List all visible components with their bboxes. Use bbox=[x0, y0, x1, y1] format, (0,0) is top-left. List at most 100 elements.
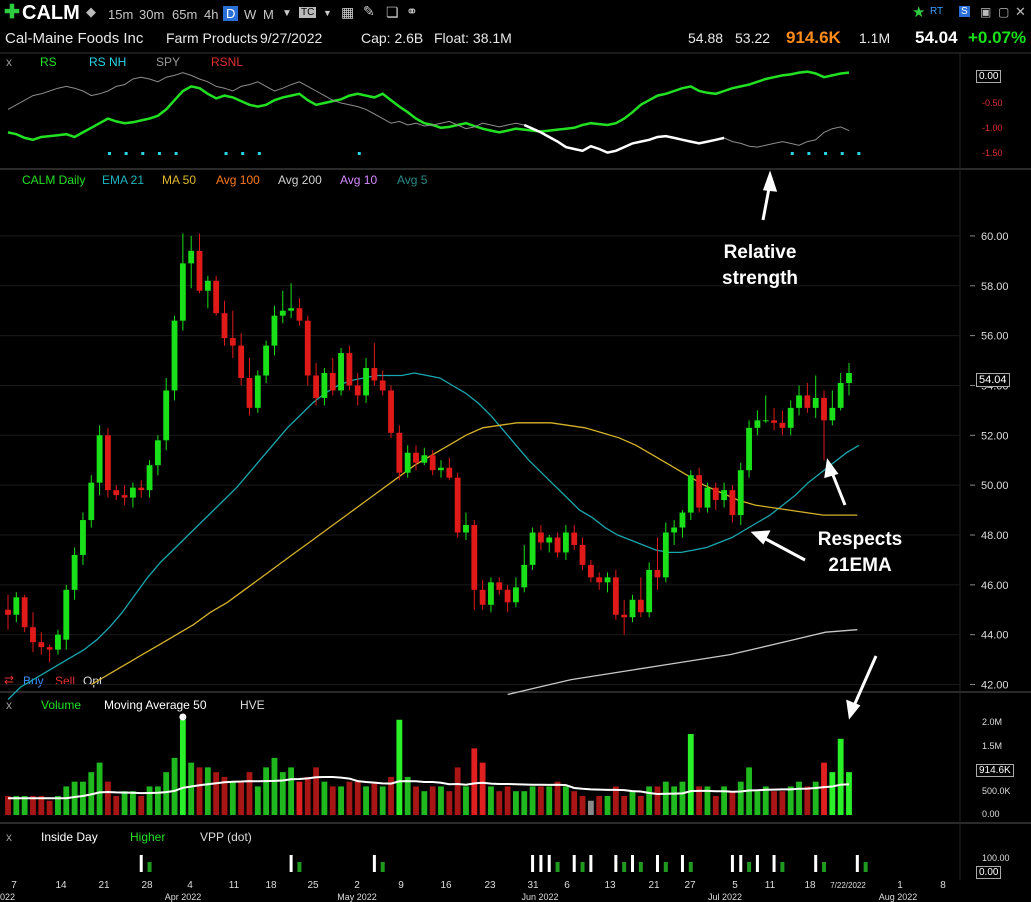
s-icon[interactable]: S bbox=[959, 6, 970, 17]
timeframe-m[interactable]: M bbox=[263, 7, 274, 22]
rs-legend-spy[interactable]: SPY bbox=[156, 55, 181, 69]
rs-legend-rsnl[interactable]: RSNL bbox=[211, 55, 244, 69]
chart-type-icon[interactable]: ◆ bbox=[86, 4, 96, 19]
rt-icon[interactable]: RT bbox=[930, 6, 944, 17]
inside-day-marker bbox=[631, 855, 635, 872]
volume-axis-label: 0.00 bbox=[982, 809, 1000, 819]
volume-bar bbox=[454, 767, 461, 815]
inside-day-marker bbox=[547, 855, 551, 872]
volume-bar bbox=[612, 786, 619, 815]
company-name: Cal-Maine Foods Inc bbox=[5, 30, 144, 47]
candle-body bbox=[696, 475, 703, 508]
rs-line bbox=[7, 70, 850, 142]
window-icon[interactable]: ▢ bbox=[998, 5, 1010, 19]
volume-bar bbox=[479, 762, 486, 815]
timeframe-65m[interactable]: 65m bbox=[172, 7, 198, 22]
volume-bar bbox=[587, 800, 594, 815]
candle-body bbox=[80, 520, 86, 555]
volume-bar bbox=[413, 786, 419, 815]
candle-body bbox=[796, 395, 802, 408]
volume-bar bbox=[654, 786, 661, 815]
candle-body bbox=[146, 465, 153, 491]
legend-volume-ma50[interactable]: Moving Average 50 bbox=[104, 698, 207, 712]
share-icon[interactable]: ⚭ bbox=[406, 3, 418, 19]
candle-body bbox=[396, 432, 403, 473]
inside-day-marker bbox=[539, 855, 543, 872]
legend-volume[interactable]: Volume bbox=[41, 698, 82, 712]
candle-body bbox=[746, 427, 752, 471]
candle-body bbox=[438, 467, 444, 471]
rs-legend-rsnh[interactable]: RS NH bbox=[89, 55, 127, 69]
float: Float: 38.1M bbox=[434, 30, 512, 46]
volume-axis-label: 500.0K bbox=[982, 786, 1011, 796]
bottom-close-button[interactable]: x bbox=[6, 830, 12, 844]
volume-bar bbox=[354, 781, 361, 815]
volume-bar bbox=[696, 786, 703, 815]
candle-body bbox=[737, 470, 744, 516]
higher-marker bbox=[822, 862, 827, 872]
volume-axis-label: 1.5M bbox=[982, 741, 1002, 751]
volume-bar bbox=[438, 786, 444, 815]
legend-calm-daily[interactable]: CALM Daily bbox=[22, 173, 86, 187]
star-icon[interactable]: ★ bbox=[912, 4, 926, 21]
candle-body bbox=[379, 380, 386, 391]
volume-bar bbox=[363, 786, 369, 815]
candle-body bbox=[579, 544, 586, 565]
timeframe-w[interactable]: W bbox=[244, 7, 257, 22]
volume-bar bbox=[304, 776, 311, 815]
volume-close-button[interactable]: x bbox=[6, 698, 12, 712]
layers-icon[interactable]: ❏ bbox=[386, 4, 399, 20]
calculator-icon[interactable]: ▦ bbox=[341, 4, 355, 20]
volume-bar bbox=[321, 781, 328, 815]
volume-bar bbox=[804, 786, 811, 815]
x-month-label: Jul 2022 bbox=[708, 892, 742, 902]
legend-higher[interactable]: Higher bbox=[130, 830, 166, 844]
respects-ema-annotation: Respects 21EMA bbox=[817, 529, 903, 576]
volume-bar bbox=[379, 786, 386, 815]
legend-ma50[interactable]: MA 50 bbox=[162, 173, 197, 187]
legend-hve[interactable]: HVE bbox=[240, 698, 265, 712]
x-month-label: Apr 2022 bbox=[165, 892, 202, 902]
trade-icon[interactable]: ⇄ bbox=[4, 673, 15, 687]
toolbar-arrow-icon[interactable]: ▼ bbox=[323, 8, 332, 18]
timeframe-30m[interactable]: 30m bbox=[139, 7, 165, 22]
legend-avg10[interactable]: Avg 10 bbox=[340, 173, 378, 187]
add-symbol-icon[interactable]: ✚ bbox=[4, 2, 20, 23]
volume-ma-line bbox=[8, 776, 850, 800]
day-volume: 914.6K bbox=[786, 28, 841, 47]
rs-legend-rs[interactable]: RS bbox=[40, 55, 57, 69]
timeframe-4h[interactable]: 4h bbox=[204, 7, 219, 22]
tc-icon[interactable]: TC bbox=[299, 7, 317, 18]
x-axis-label: 9 bbox=[398, 880, 404, 891]
candle-body bbox=[129, 487, 136, 498]
candle-body bbox=[496, 582, 503, 590]
timeframe-dropdown-icon[interactable]: ▼ bbox=[282, 8, 292, 19]
save-icon[interactable]: ▣ bbox=[980, 5, 992, 19]
volume-bar bbox=[771, 791, 777, 815]
legend-avg5[interactable]: Avg 5 bbox=[397, 173, 428, 187]
inside-day-marker bbox=[730, 855, 734, 872]
legend-ema21[interactable]: EMA 21 bbox=[102, 173, 145, 187]
candle-body bbox=[55, 634, 61, 650]
legend-avg200[interactable]: Avg 200 bbox=[278, 173, 322, 187]
rs-legend: x RS RS NH SPY RSNL bbox=[0, 55, 1031, 71]
timeframe-d[interactable]: D bbox=[223, 6, 239, 21]
volume-bar bbox=[604, 795, 611, 815]
volume-bar bbox=[71, 781, 78, 815]
close-icon[interactable]: ✕ bbox=[1015, 4, 1026, 19]
price-axis-label: 56.00 bbox=[981, 331, 1009, 343]
symbol-title[interactable]: CALM bbox=[22, 2, 80, 24]
candle-body bbox=[363, 368, 369, 396]
rs-close-button[interactable]: x bbox=[6, 55, 12, 69]
legend-avg100[interactable]: Avg 100 bbox=[216, 173, 260, 187]
timeframe-15m[interactable]: 15m bbox=[108, 7, 134, 22]
candle-body bbox=[654, 569, 661, 578]
pencil-icon[interactable]: ✎ bbox=[363, 3, 375, 19]
x-axis-label: 28 bbox=[141, 880, 153, 891]
legend-vpp[interactable]: VPP (dot) bbox=[200, 830, 252, 844]
higher-marker bbox=[622, 862, 627, 872]
candle-arrow bbox=[829, 469, 847, 506]
last-price: 54.04 bbox=[915, 28, 958, 47]
legend-inside-day[interactable]: Inside Day bbox=[41, 830, 98, 844]
